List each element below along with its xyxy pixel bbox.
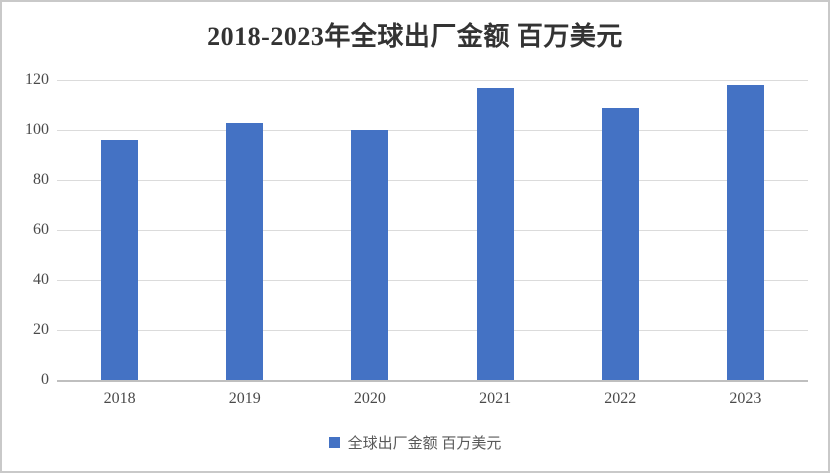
y-tick-label: 80 <box>33 171 49 188</box>
legend-swatch-icon <box>328 437 340 448</box>
gridline <box>57 280 808 281</box>
x-tick-label: 2023 <box>729 390 762 407</box>
bar-2021 <box>476 87 514 380</box>
y-tick-label: 100 <box>25 121 49 138</box>
x-tick-label: 2020 <box>353 390 386 407</box>
x-axis-line <box>57 380 808 382</box>
x-tick-label: 2021 <box>479 390 512 407</box>
plot-area: 2018 2019 2020 2021 2022 2023 <box>57 80 808 407</box>
gridline <box>57 130 808 131</box>
bar-2019 <box>226 122 264 380</box>
y-tick-label: 60 <box>33 221 49 238</box>
legend: 全球出厂金额 百万美元 <box>2 432 828 453</box>
legend-label: 全球出厂金额 百万美元 <box>347 436 502 452</box>
y-tick-label: 120 <box>25 71 49 88</box>
x-tick-label: 2018 <box>103 390 136 407</box>
bar-2018 <box>101 140 139 380</box>
gridline <box>57 230 808 231</box>
y-tick-label: 40 <box>33 271 49 288</box>
x-tick-label: 2022 <box>604 390 637 407</box>
x-tick-label: 2019 <box>228 390 261 407</box>
bar-2023 <box>726 85 764 380</box>
bar-2022 <box>601 107 639 380</box>
y-tick-label: 20 <box>33 321 49 338</box>
chart-title: 2018-2023年全球出厂金额 百万美元 <box>207 22 623 51</box>
gridline <box>57 330 808 331</box>
y-tick-label: 0 <box>41 371 49 388</box>
gridline <box>57 180 808 181</box>
bar-2020 <box>351 130 389 380</box>
gridline <box>57 80 808 81</box>
